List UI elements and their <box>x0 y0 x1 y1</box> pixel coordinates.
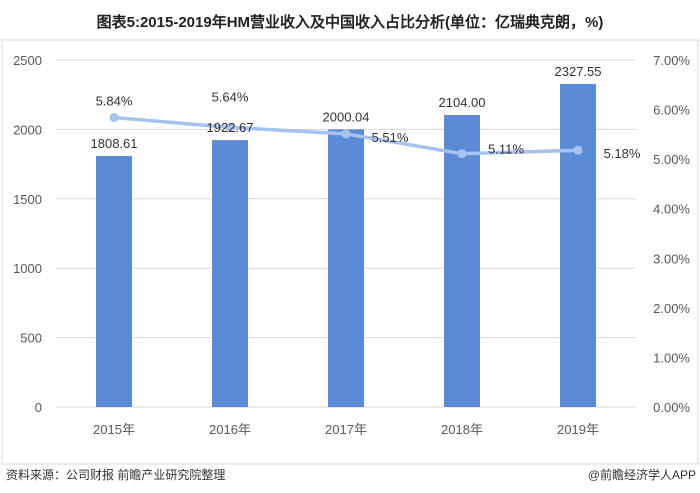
left-axis-tick: 2000 <box>13 122 42 137</box>
line-data-label: 5.64% <box>212 89 249 104</box>
right-axis-tick: 1.00% <box>653 350 690 365</box>
source-note: 资料来源：公司财报 前瞻产业研究院整理 <box>6 467 225 482</box>
bar <box>212 140 248 407</box>
line-point <box>341 129 351 139</box>
left-axis-tick: 1500 <box>13 192 42 207</box>
left-axis-tick: 500 <box>20 331 42 346</box>
bar <box>328 129 364 407</box>
chart-title: 图表5:2015-2019年HM营业收入及中国收入占比分析(单位：亿瑞典克朗，%… <box>97 13 604 31</box>
chart-frame <box>1 39 699 465</box>
right-axis-tick: 6.00% <box>653 103 690 118</box>
left-axis-tick: 0 <box>35 400 42 415</box>
right-axis-tick: 7.00% <box>653 53 690 68</box>
line-point <box>109 113 119 123</box>
line-point <box>225 122 235 132</box>
line-data-label: 5.18% <box>604 146 641 161</box>
bar-data-label: 2000.04 <box>323 109 370 124</box>
x-axis-tick: 2017年 <box>325 422 367 437</box>
right-axis-tick: 2.00% <box>653 301 690 316</box>
bar-data-label: 2327.55 <box>555 64 602 79</box>
line-data-label: 5.11% <box>488 142 524 157</box>
x-axis-tick: 2018年 <box>441 422 483 437</box>
bar-data-label: 1922.67 <box>207 120 254 135</box>
left-axis-tick: 2500 <box>13 53 42 68</box>
bar <box>560 83 596 407</box>
bar-data-label: 1808.61 <box>91 136 138 151</box>
right-axis-tick: 3.00% <box>653 251 690 266</box>
bar <box>444 114 480 408</box>
right-axis-tick: 0.00% <box>653 400 690 415</box>
line-data-label: 5.84% <box>96 94 133 109</box>
x-axis-tick: 2016年 <box>209 422 251 437</box>
line-point <box>457 149 467 159</box>
right-axis-tick: 5.00% <box>653 152 690 167</box>
bar <box>96 155 132 407</box>
x-axis-tick: 2019年 <box>557 422 599 437</box>
credit-note: @前瞻经济学人APP <box>588 467 696 482</box>
line-data-label: 5.51% <box>372 130 409 145</box>
line-point <box>573 145 583 155</box>
bar-data-label: 2104.00 <box>439 95 486 110</box>
right-axis-tick: 4.00% <box>653 202 690 217</box>
x-axis-tick: 2015年 <box>93 422 135 437</box>
left-axis-tick: 1000 <box>13 261 42 276</box>
